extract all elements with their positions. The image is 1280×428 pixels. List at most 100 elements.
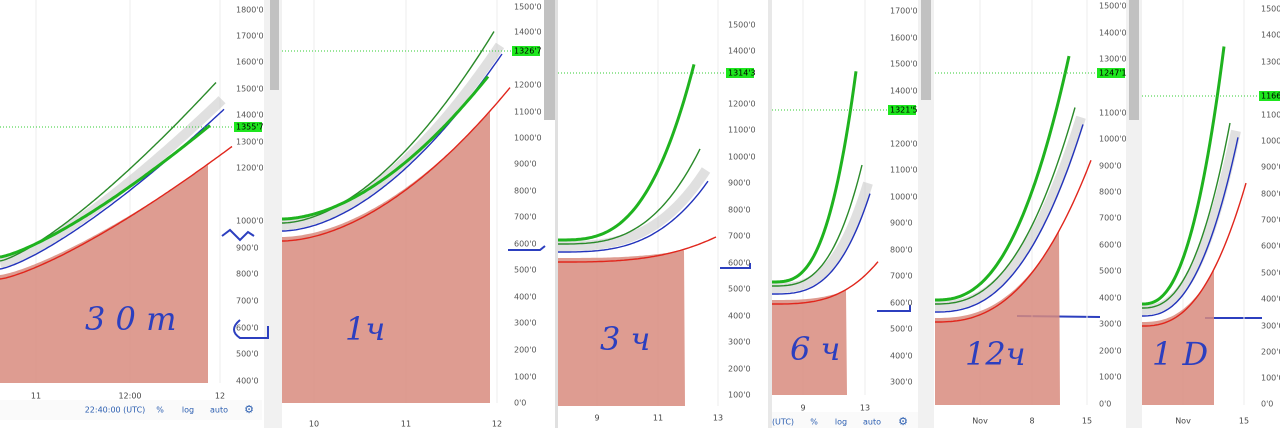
- y-axis-label: 500'0: [728, 285, 751, 294]
- x-axis-label: 15: [1239, 417, 1249, 426]
- toolbar-button[interactable]: %: [810, 418, 818, 427]
- price: [282, 75, 490, 221]
- settings-icon[interactable]: ⚙: [244, 403, 254, 416]
- x-axis-label: 10: [309, 420, 319, 428]
- y-axis-label: 100'0: [1099, 373, 1122, 382]
- x-axis-label: 12:00: [118, 392, 141, 401]
- toolbar-button[interactable]: log: [835, 418, 847, 427]
- timeframe-note: 3 0 m: [85, 300, 176, 338]
- ma-red: [0, 145, 233, 280]
- y-axis-label: 1200'0: [236, 164, 264, 173]
- y-axis-label: 600'0: [236, 324, 259, 333]
- price-tag: 1166'2: [1261, 92, 1280, 101]
- y-axis-label: 300'0: [514, 319, 537, 328]
- y-axis-label: 700'0: [890, 272, 913, 281]
- x-axis-label: 13: [860, 404, 870, 413]
- settings-icon[interactable]: ⚙: [898, 415, 908, 428]
- price-tag-bg: [726, 68, 754, 78]
- y-axis-label: 600'0: [728, 259, 751, 268]
- ma-band: [772, 181, 873, 293]
- y-axis-label: 1400'0: [236, 111, 264, 120]
- y-axis-label: 300'0: [890, 378, 913, 387]
- price: [0, 124, 211, 259]
- y-axis-label: 300'0: [1099, 320, 1122, 329]
- hand-mark: [877, 305, 911, 312]
- timeframe-note: 6 ч: [790, 330, 840, 368]
- x-axis-label: 12: [215, 392, 225, 401]
- toolbar-button[interactable]: log: [182, 406, 194, 415]
- scrollbar-thumb[interactable]: [544, 0, 555, 120]
- x-axis-label: 9: [594, 414, 599, 423]
- price-tag: 1326'7: [514, 47, 542, 56]
- x-axis-label: 9: [800, 404, 805, 413]
- y-axis-label: 900'0: [514, 160, 537, 169]
- price-tag-bg: [1259, 91, 1280, 101]
- y-axis-label: 1400'0: [890, 87, 918, 96]
- toolbar: [772, 412, 918, 428]
- y-axis-label: 600'0: [1099, 241, 1122, 250]
- y-axis-label: 1000'0: [1261, 137, 1280, 146]
- area: [0, 165, 208, 383]
- price-tag: 1321'5: [890, 106, 918, 115]
- y-axis-label: 400'0: [728, 312, 751, 321]
- area: [1142, 270, 1214, 405]
- ma-green: [1142, 122, 1231, 309]
- ma-band: [0, 96, 226, 268]
- x-axis-label: 11: [653, 414, 663, 423]
- y-axis-label: 1300'0: [1261, 58, 1280, 67]
- area: [935, 231, 1060, 405]
- ma-band: [1142, 129, 1241, 315]
- y-axis-label: 1100'0: [1099, 109, 1127, 118]
- y-axis-label: 500'0: [514, 266, 537, 275]
- y-axis-label: 1000'0: [728, 153, 756, 162]
- y-axis-label: 1500'0: [728, 21, 756, 30]
- toolbar-button[interactable]: auto: [863, 418, 881, 427]
- toolbar: [0, 400, 262, 420]
- timeframe-note: 1 D: [1152, 335, 1208, 373]
- toolbar-button[interactable]: auto: [210, 406, 228, 415]
- y-axis-label: 200'0: [1099, 347, 1122, 356]
- ma-blue: [935, 124, 1084, 313]
- area: [282, 112, 490, 403]
- scrollbar-thumb[interactable]: [270, 0, 279, 90]
- y-axis-label: 400'0: [1261, 295, 1280, 304]
- y-axis-label: 900'0: [728, 179, 751, 188]
- y-axis-label: 400'0: [514, 293, 537, 302]
- x-axis-label: 11: [31, 392, 41, 401]
- y-axis-label: 1400'0: [514, 28, 542, 37]
- x-axis-label: Nov: [1175, 417, 1191, 426]
- y-axis-label: 1400'0: [728, 47, 756, 56]
- y-axis-label: 1500'0: [514, 3, 542, 12]
- price-tag: 1314'3: [728, 69, 756, 78]
- y-axis-label: 0'0: [514, 399, 526, 408]
- price: [1142, 46, 1226, 306]
- x-axis-label: Nov: [972, 417, 988, 426]
- scrollbar-thumb[interactable]: [1129, 0, 1139, 120]
- area: [558, 250, 685, 406]
- y-axis-label: 0'0: [1099, 400, 1111, 409]
- y-axis-label: 800'0: [728, 206, 751, 215]
- y-axis-label: 1100'0: [890, 166, 918, 175]
- toolbar-button[interactable]: %: [156, 406, 164, 415]
- ma-green: [558, 148, 701, 245]
- y-axis-label: 100'0: [1261, 374, 1280, 383]
- price: [772, 71, 858, 284]
- ma-band: [935, 115, 1086, 311]
- y-axis-label: 400'0: [236, 377, 259, 386]
- ma-blue: [1142, 137, 1239, 317]
- hand-mark: [233, 319, 269, 339]
- ma-band: [558, 167, 711, 251]
- y-axis-label: 200'0: [728, 365, 751, 374]
- ma-red: [772, 261, 879, 305]
- y-axis-label: 1100'0: [728, 126, 756, 135]
- y-axis-label: 700'0: [728, 232, 751, 241]
- ma-red: [935, 159, 1092, 323]
- y-axis-label: 900'0: [236, 244, 259, 253]
- y-axis-label: 1200'0: [514, 81, 542, 90]
- y-axis-label: 700'0: [1261, 216, 1280, 225]
- area: [772, 290, 847, 395]
- y-axis-label: 1100'0: [1261, 111, 1280, 120]
- scrollbar-thumb[interactable]: [921, 0, 931, 100]
- y-axis-label: 600'0: [514, 240, 537, 249]
